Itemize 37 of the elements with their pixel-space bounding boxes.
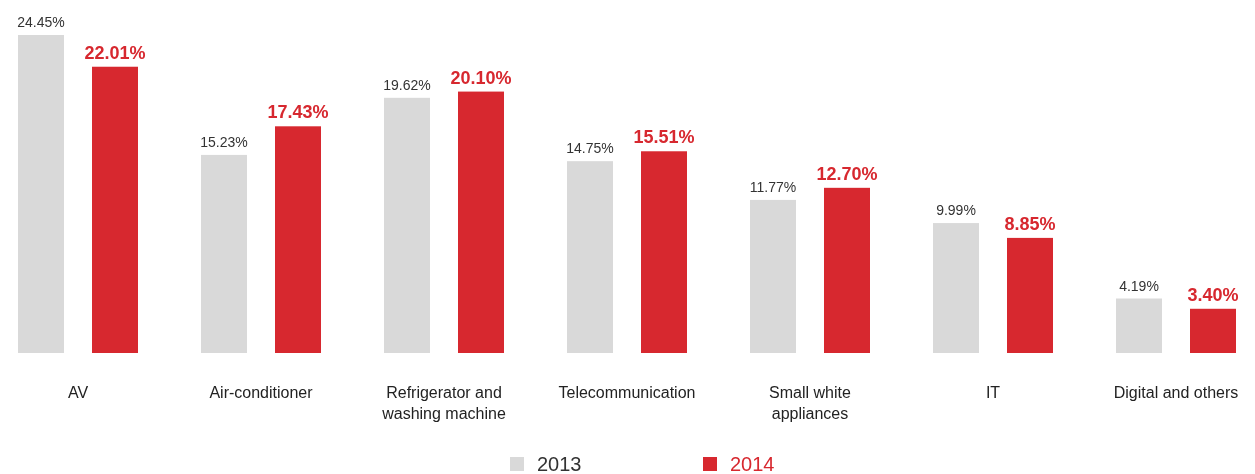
bar xyxy=(933,223,979,353)
data-label: 15.51% xyxy=(633,127,695,148)
data-label: 11.77% xyxy=(749,178,797,195)
x-tick-label: Digital and others xyxy=(1113,384,1239,401)
bar xyxy=(824,187,870,353)
data-label: 8.85% xyxy=(1004,213,1056,234)
x-tick-label: AV xyxy=(67,384,89,401)
data-label: 12.70% xyxy=(816,163,878,184)
data-label: 3.40% xyxy=(1187,284,1239,305)
data-label: 22.01% xyxy=(84,42,146,63)
data-label: 9.99% xyxy=(936,202,976,219)
x-tick-label: Refrigerator and washing machine xyxy=(381,384,506,422)
bar xyxy=(567,161,613,353)
legend-label: 2013 xyxy=(537,453,582,474)
bar xyxy=(1116,298,1162,353)
bar xyxy=(92,66,138,353)
data-label: 15.23% xyxy=(200,133,248,150)
data-label: 4.19% xyxy=(1119,277,1159,294)
legend-label: 2014 xyxy=(730,453,775,474)
data-label: 19.62% xyxy=(383,76,431,93)
data-label: 14.75% xyxy=(566,140,614,157)
bar xyxy=(18,35,64,353)
data-label: 24.45% xyxy=(17,14,65,30)
bar xyxy=(384,97,430,353)
data-label: 20.10% xyxy=(450,67,512,88)
bar xyxy=(750,199,796,353)
bar xyxy=(1190,308,1236,353)
bar xyxy=(201,154,247,353)
bar xyxy=(1007,237,1053,353)
x-tick-label: Small white appliances xyxy=(769,384,851,422)
x-tick-label: Air-conditioner xyxy=(209,384,314,401)
data-label: 17.43% xyxy=(267,102,329,123)
x-tick-label: IT xyxy=(985,384,1001,401)
bar xyxy=(641,151,687,353)
bar xyxy=(275,126,321,353)
x-tick-label: Telecommunication xyxy=(558,384,696,401)
bar xyxy=(458,91,504,353)
